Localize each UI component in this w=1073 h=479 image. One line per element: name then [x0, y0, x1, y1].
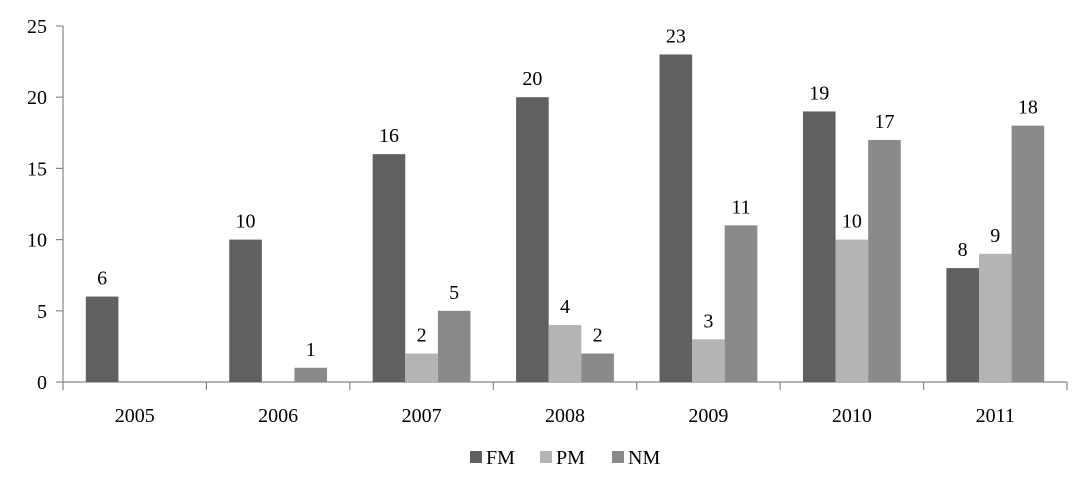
data-label-fm-2005: 6 — [97, 268, 107, 290]
bar-pm-2010 — [835, 239, 869, 382]
data-label-nm-2006: 1 — [306, 339, 316, 361]
data-label-fm-2010: 19 — [809, 82, 829, 104]
y-tick-label: 20 — [27, 87, 47, 109]
x-tick-label: 2006 — [258, 405, 298, 427]
bar-fm-2007 — [372, 154, 406, 382]
data-label-nm-2009: 11 — [731, 196, 750, 218]
bar-nm-2009 — [724, 225, 758, 382]
y-tick-label: 25 — [27, 16, 47, 38]
y-axis-ticks: 0 5 10 15 20 25 — [27, 16, 63, 394]
x-tick-label: 2005 — [115, 405, 155, 427]
data-label-nm-2010: 17 — [874, 111, 894, 133]
bar-fm-2006 — [229, 239, 262, 382]
bar-fm-2011 — [946, 268, 979, 382]
bar-pm-2008 — [548, 325, 582, 382]
y-tick-label: 0 — [37, 372, 47, 394]
data-label-pm-2010: 10 — [842, 211, 862, 233]
y-tick-label: 15 — [27, 158, 47, 180]
data-label-pm-2007: 2 — [417, 325, 427, 347]
x-tick-label: 2008 — [545, 405, 585, 427]
data-label-fm-2008: 20 — [522, 68, 542, 90]
bar-nm-2007 — [437, 310, 471, 382]
data-label-fm-2006: 10 — [236, 211, 256, 233]
x-tick-label: 2009 — [688, 405, 728, 427]
data-label-pm-2011: 9 — [990, 225, 1000, 247]
x-tick-label: 2007 — [402, 405, 442, 427]
bar-nm-2006 — [294, 367, 328, 382]
y-tick-label: 10 — [27, 230, 47, 252]
legend-label-fm: FM — [486, 447, 515, 469]
data-label-fm-2007: 16 — [379, 125, 399, 147]
data-label-pm-2008: 4 — [560, 296, 570, 318]
bar-fm-2008 — [516, 97, 549, 382]
data-label-nm-2011: 18 — [1018, 97, 1038, 119]
bar-pm-2011 — [978, 253, 1012, 382]
data-label-pm-2009: 3 — [703, 310, 713, 332]
legend-label-nm: NM — [628, 447, 660, 469]
bar-series — [85, 54, 1045, 383]
data-label-nm-2007: 5 — [449, 282, 459, 304]
bar-fm-2010 — [802, 111, 836, 382]
legend-label-pm: PM — [556, 447, 585, 469]
bar-nm-2010 — [868, 139, 901, 382]
x-tick-label: 2011 — [976, 405, 1015, 427]
legend: FM PM NM — [470, 447, 660, 469]
data-label-fm-2011: 8 — [958, 239, 968, 261]
data-label-nm-2008: 2 — [593, 325, 603, 347]
legend-swatch-pm — [540, 451, 552, 463]
legend-swatch-fm — [470, 451, 482, 463]
bar-nm-2011 — [1011, 125, 1045, 383]
bar-fm-2005 — [85, 296, 119, 382]
x-tick-label: 2010 — [832, 405, 872, 427]
y-tick-label: 5 — [37, 301, 47, 323]
bar-fm-2009 — [659, 54, 693, 382]
bar-pm-2007 — [405, 353, 438, 382]
data-label-fm-2009: 23 — [666, 25, 686, 47]
bar-nm-2008 — [581, 353, 614, 382]
x-axis-ticks: 2005 2006 2007 2008 2009 2010 2011 — [62, 382, 1068, 427]
legend-swatch-nm — [612, 451, 624, 463]
bar-pm-2009 — [692, 339, 725, 382]
